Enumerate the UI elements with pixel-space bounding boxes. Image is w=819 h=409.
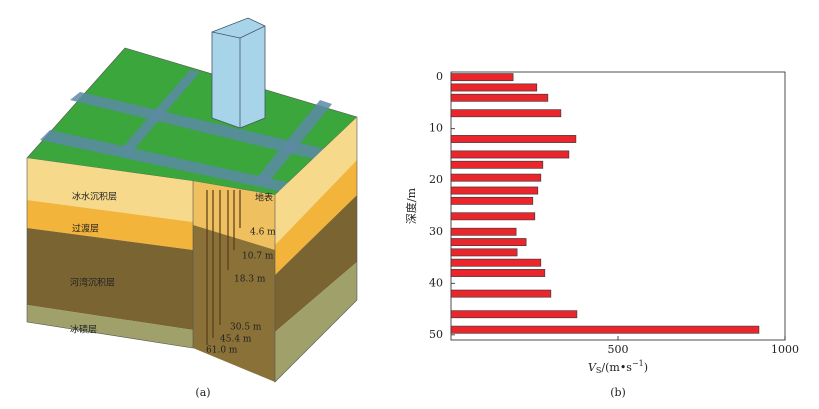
x-title-part: ) — [644, 361, 648, 374]
bar — [450, 269, 546, 277]
x-axis-title: VS/(m•s−1) — [588, 359, 648, 375]
layer-river-bend — [27, 228, 193, 330]
y-tick-label: 50 — [429, 328, 443, 341]
bar — [450, 289, 552, 298]
bar — [450, 150, 570, 159]
building-edge — [239, 25, 266, 39]
x-tick-label: 1000 — [771, 343, 799, 356]
road — [255, 100, 332, 183]
layer-transition — [275, 160, 357, 275]
bar — [450, 109, 562, 118]
bar — [450, 227, 517, 236]
x-title-part: /(m•s — [601, 361, 632, 374]
outline — [274, 117, 358, 383]
layer-glacial-fluvial — [27, 158, 193, 222]
bar — [450, 258, 542, 267]
bar — [450, 93, 549, 102]
bar — [450, 73, 514, 82]
well-depth: 45.4 m — [220, 335, 252, 345]
layer-label: 河湾沉积层 — [70, 277, 115, 289]
building — [211, 17, 266, 129]
layer-till — [27, 305, 193, 348]
x-title-part: S — [596, 366, 601, 375]
bar — [450, 212, 536, 221]
bar — [450, 135, 577, 143]
y-tick-label: 40 — [429, 276, 443, 289]
well-depth: 61.0 m — [206, 346, 238, 356]
road — [120, 70, 200, 152]
layer-river-bend — [275, 195, 357, 332]
layer-label: 冰碛层 — [70, 324, 97, 336]
y-axis-title: 深度/m — [404, 187, 418, 224]
road — [70, 92, 330, 160]
y-tick-label: 30 — [429, 225, 443, 238]
bar — [450, 248, 518, 257]
layer-glacial-fluvial — [275, 117, 357, 245]
bar — [450, 238, 527, 246]
y-tick-label: 20 — [429, 173, 443, 186]
block-diagram: 冰水沉积层 过渡层 河湾沉积层 冰碛层 地表 4.6 m 10.7 m 18.3… — [26, 17, 358, 399]
bar — [450, 186, 539, 195]
caption: (a) — [195, 386, 210, 399]
well-depth: 30.5 m — [230, 323, 262, 333]
wells — [206, 190, 241, 345]
well-depth: 4.6 m — [250, 228, 276, 238]
y-tick-label: 0 — [436, 70, 443, 83]
building-edge — [211, 31, 241, 39]
layer-label: 冰水沉积层 — [72, 191, 117, 203]
bar — [450, 325, 760, 334]
bar — [450, 310, 578, 319]
layer-label: 过渡层 — [72, 223, 99, 235]
layer-transition — [27, 200, 193, 250]
bar — [450, 83, 538, 92]
layer-till — [275, 262, 357, 382]
well-depth: 10.7 m — [242, 252, 274, 262]
x-title-part: −1 — [632, 359, 644, 368]
outline — [26, 158, 194, 349]
x-title-part: V — [588, 361, 597, 374]
bar-chart: 深度/m VS/(m•s−1) (b) 0 10 20 30 40 50 500 1000 — [404, 70, 799, 399]
bar — [450, 160, 544, 169]
caption: (b) — [610, 386, 626, 399]
y-tick-label: 10 — [429, 122, 443, 135]
well-depth: 18.3 m — [234, 275, 266, 285]
road — [40, 130, 300, 193]
bar — [450, 173, 542, 182]
surface-label: 地表 — [255, 192, 273, 204]
bar — [450, 196, 534, 205]
x-tick-label: 500 — [608, 343, 629, 356]
